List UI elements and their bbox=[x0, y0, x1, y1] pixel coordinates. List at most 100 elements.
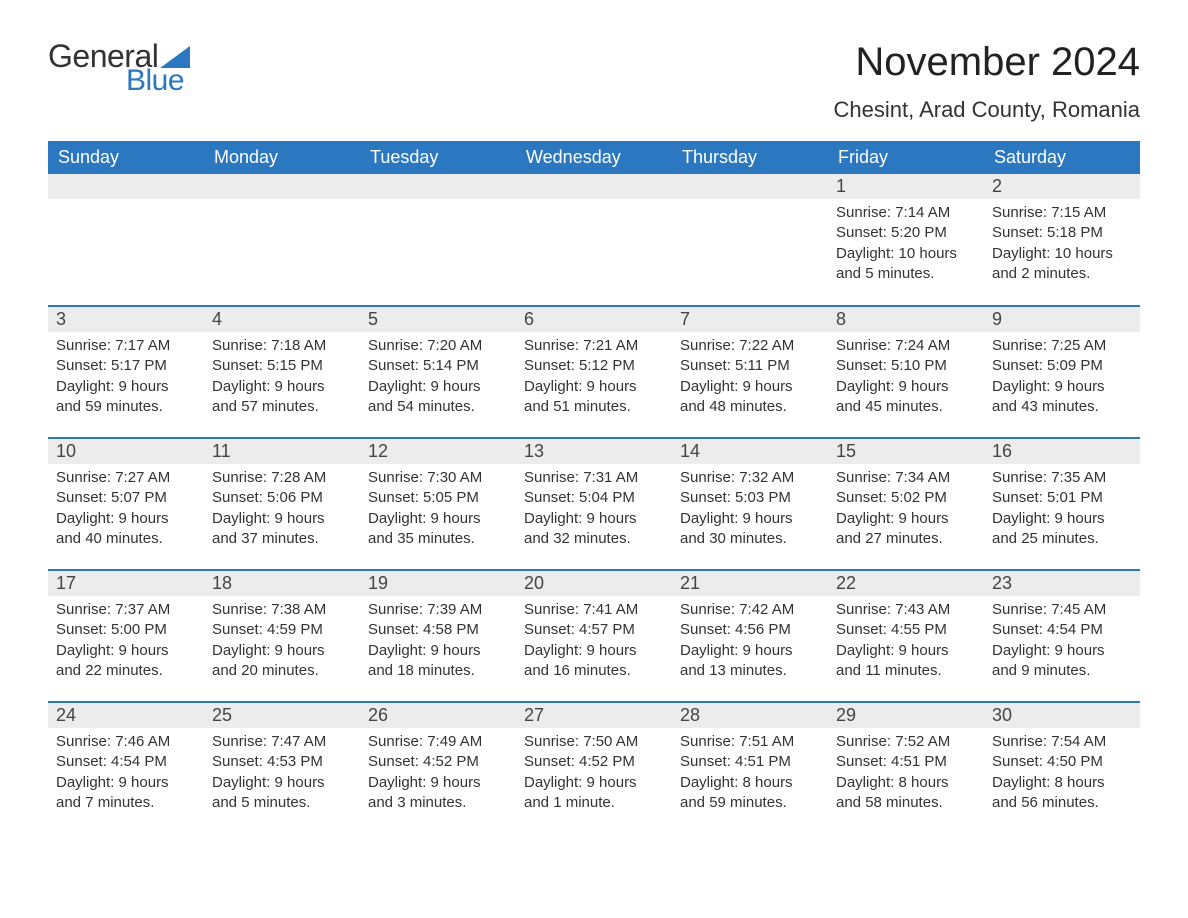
day-number: 7 bbox=[672, 307, 828, 332]
sunset-text: Sunset: 4:55 PM bbox=[836, 620, 976, 640]
daylight-text: Daylight: 9 hours and 16 minutes. bbox=[524, 641, 664, 682]
calendar-day-cell: 22Sunrise: 7:43 AMSunset: 4:55 PMDayligh… bbox=[828, 570, 984, 702]
calendar-day-cell: 13Sunrise: 7:31 AMSunset: 5:04 PMDayligh… bbox=[516, 438, 672, 570]
daylight-text: Daylight: 10 hours and 5 minutes. bbox=[836, 244, 976, 285]
day-number: 8 bbox=[828, 307, 984, 332]
sunrise-text: Sunrise: 7:54 AM bbox=[992, 732, 1132, 752]
sunrise-text: Sunrise: 7:34 AM bbox=[836, 468, 976, 488]
calendar-day-cell: 19Sunrise: 7:39 AMSunset: 4:58 PMDayligh… bbox=[360, 570, 516, 702]
day-details: Sunrise: 7:30 AMSunset: 5:05 PMDaylight:… bbox=[360, 464, 516, 557]
day-details bbox=[672, 199, 828, 211]
day-details: Sunrise: 7:17 AMSunset: 5:17 PMDaylight:… bbox=[48, 332, 204, 425]
daylight-text: Daylight: 9 hours and 30 minutes. bbox=[680, 509, 820, 550]
calendar-day-cell: 4Sunrise: 7:18 AMSunset: 5:15 PMDaylight… bbox=[204, 306, 360, 438]
sunset-text: Sunset: 5:02 PM bbox=[836, 488, 976, 508]
daylight-text: Daylight: 9 hours and 25 minutes. bbox=[992, 509, 1132, 550]
weekday-header: Monday bbox=[204, 141, 360, 174]
day-number: 11 bbox=[204, 439, 360, 464]
sunset-text: Sunset: 4:50 PM bbox=[992, 752, 1132, 772]
day-number: 30 bbox=[984, 703, 1140, 728]
sunrise-text: Sunrise: 7:52 AM bbox=[836, 732, 976, 752]
daylight-text: Daylight: 9 hours and 51 minutes. bbox=[524, 377, 664, 418]
daylight-text: Daylight: 9 hours and 37 minutes. bbox=[212, 509, 352, 550]
calendar-day-cell: 5Sunrise: 7:20 AMSunset: 5:14 PMDaylight… bbox=[360, 306, 516, 438]
sunrise-text: Sunrise: 7:15 AM bbox=[992, 203, 1132, 223]
calendar-day-cell: 27Sunrise: 7:50 AMSunset: 4:52 PMDayligh… bbox=[516, 702, 672, 834]
calendar-table: Sunday Monday Tuesday Wednesday Thursday… bbox=[48, 141, 1140, 834]
daylight-text: Daylight: 9 hours and 22 minutes. bbox=[56, 641, 196, 682]
sunrise-text: Sunrise: 7:41 AM bbox=[524, 600, 664, 620]
calendar-day-cell: 12Sunrise: 7:30 AMSunset: 5:05 PMDayligh… bbox=[360, 438, 516, 570]
day-details: Sunrise: 7:28 AMSunset: 5:06 PMDaylight:… bbox=[204, 464, 360, 557]
sunset-text: Sunset: 5:18 PM bbox=[992, 223, 1132, 243]
day-number: 6 bbox=[516, 307, 672, 332]
sunrise-text: Sunrise: 7:14 AM bbox=[836, 203, 976, 223]
day-details: Sunrise: 7:54 AMSunset: 4:50 PMDaylight:… bbox=[984, 728, 1140, 821]
sunrise-text: Sunrise: 7:45 AM bbox=[992, 600, 1132, 620]
day-number: 2 bbox=[984, 174, 1140, 199]
sunrise-text: Sunrise: 7:20 AM bbox=[368, 336, 508, 356]
sunset-text: Sunset: 4:51 PM bbox=[836, 752, 976, 772]
calendar-week-row: 17Sunrise: 7:37 AMSunset: 5:00 PMDayligh… bbox=[48, 570, 1140, 702]
daylight-text: Daylight: 9 hours and 43 minutes. bbox=[992, 377, 1132, 418]
day-details: Sunrise: 7:31 AMSunset: 5:04 PMDaylight:… bbox=[516, 464, 672, 557]
sunset-text: Sunset: 5:17 PM bbox=[56, 356, 196, 376]
day-number: 12 bbox=[360, 439, 516, 464]
sunrise-text: Sunrise: 7:37 AM bbox=[56, 600, 196, 620]
day-details: Sunrise: 7:51 AMSunset: 4:51 PMDaylight:… bbox=[672, 728, 828, 821]
location-subtitle: Chesint, Arad County, Romania bbox=[833, 97, 1140, 123]
day-number bbox=[516, 174, 672, 199]
daylight-text: Daylight: 9 hours and 9 minutes. bbox=[992, 641, 1132, 682]
calendar-day-cell bbox=[672, 174, 828, 306]
sunrise-text: Sunrise: 7:50 AM bbox=[524, 732, 664, 752]
daylight-text: Daylight: 9 hours and 40 minutes. bbox=[56, 509, 196, 550]
sunrise-text: Sunrise: 7:43 AM bbox=[836, 600, 976, 620]
sunset-text: Sunset: 5:05 PM bbox=[368, 488, 508, 508]
brand-logo: General Blue bbox=[48, 40, 190, 96]
day-number: 27 bbox=[516, 703, 672, 728]
sunrise-text: Sunrise: 7:18 AM bbox=[212, 336, 352, 356]
sunset-text: Sunset: 4:53 PM bbox=[212, 752, 352, 772]
daylight-text: Daylight: 9 hours and 45 minutes. bbox=[836, 377, 976, 418]
day-number: 18 bbox=[204, 571, 360, 596]
sunset-text: Sunset: 5:11 PM bbox=[680, 356, 820, 376]
day-number: 15 bbox=[828, 439, 984, 464]
day-details: Sunrise: 7:49 AMSunset: 4:52 PMDaylight:… bbox=[360, 728, 516, 821]
month-title: November 2024 bbox=[833, 40, 1140, 85]
day-details bbox=[360, 199, 516, 211]
day-number bbox=[672, 174, 828, 199]
calendar-day-cell bbox=[204, 174, 360, 306]
daylight-text: Daylight: 8 hours and 56 minutes. bbox=[992, 773, 1132, 814]
sunset-text: Sunset: 4:56 PM bbox=[680, 620, 820, 640]
calendar-day-cell: 20Sunrise: 7:41 AMSunset: 4:57 PMDayligh… bbox=[516, 570, 672, 702]
sunrise-text: Sunrise: 7:51 AM bbox=[680, 732, 820, 752]
daylight-text: Daylight: 10 hours and 2 minutes. bbox=[992, 244, 1132, 285]
day-number: 22 bbox=[828, 571, 984, 596]
sunset-text: Sunset: 4:54 PM bbox=[56, 752, 196, 772]
daylight-text: Daylight: 9 hours and 11 minutes. bbox=[836, 641, 976, 682]
day-details: Sunrise: 7:21 AMSunset: 5:12 PMDaylight:… bbox=[516, 332, 672, 425]
day-details: Sunrise: 7:18 AMSunset: 5:15 PMDaylight:… bbox=[204, 332, 360, 425]
daylight-text: Daylight: 9 hours and 27 minutes. bbox=[836, 509, 976, 550]
day-details: Sunrise: 7:22 AMSunset: 5:11 PMDaylight:… bbox=[672, 332, 828, 425]
day-details: Sunrise: 7:43 AMSunset: 4:55 PMDaylight:… bbox=[828, 596, 984, 689]
day-details: Sunrise: 7:14 AMSunset: 5:20 PMDaylight:… bbox=[828, 199, 984, 292]
day-details: Sunrise: 7:39 AMSunset: 4:58 PMDaylight:… bbox=[360, 596, 516, 689]
sunrise-text: Sunrise: 7:42 AM bbox=[680, 600, 820, 620]
sunrise-text: Sunrise: 7:27 AM bbox=[56, 468, 196, 488]
sunset-text: Sunset: 5:07 PM bbox=[56, 488, 196, 508]
day-number: 14 bbox=[672, 439, 828, 464]
day-details: Sunrise: 7:20 AMSunset: 5:14 PMDaylight:… bbox=[360, 332, 516, 425]
day-number: 16 bbox=[984, 439, 1140, 464]
day-number: 26 bbox=[360, 703, 516, 728]
daylight-text: Daylight: 9 hours and 57 minutes. bbox=[212, 377, 352, 418]
day-details: Sunrise: 7:32 AMSunset: 5:03 PMDaylight:… bbox=[672, 464, 828, 557]
sunset-text: Sunset: 5:20 PM bbox=[836, 223, 976, 243]
calendar-week-row: 24Sunrise: 7:46 AMSunset: 4:54 PMDayligh… bbox=[48, 702, 1140, 834]
day-number: 28 bbox=[672, 703, 828, 728]
day-details: Sunrise: 7:50 AMSunset: 4:52 PMDaylight:… bbox=[516, 728, 672, 821]
daylight-text: Daylight: 9 hours and 48 minutes. bbox=[680, 377, 820, 418]
sunset-text: Sunset: 4:59 PM bbox=[212, 620, 352, 640]
calendar-day-cell: 18Sunrise: 7:38 AMSunset: 4:59 PMDayligh… bbox=[204, 570, 360, 702]
sunrise-text: Sunrise: 7:30 AM bbox=[368, 468, 508, 488]
